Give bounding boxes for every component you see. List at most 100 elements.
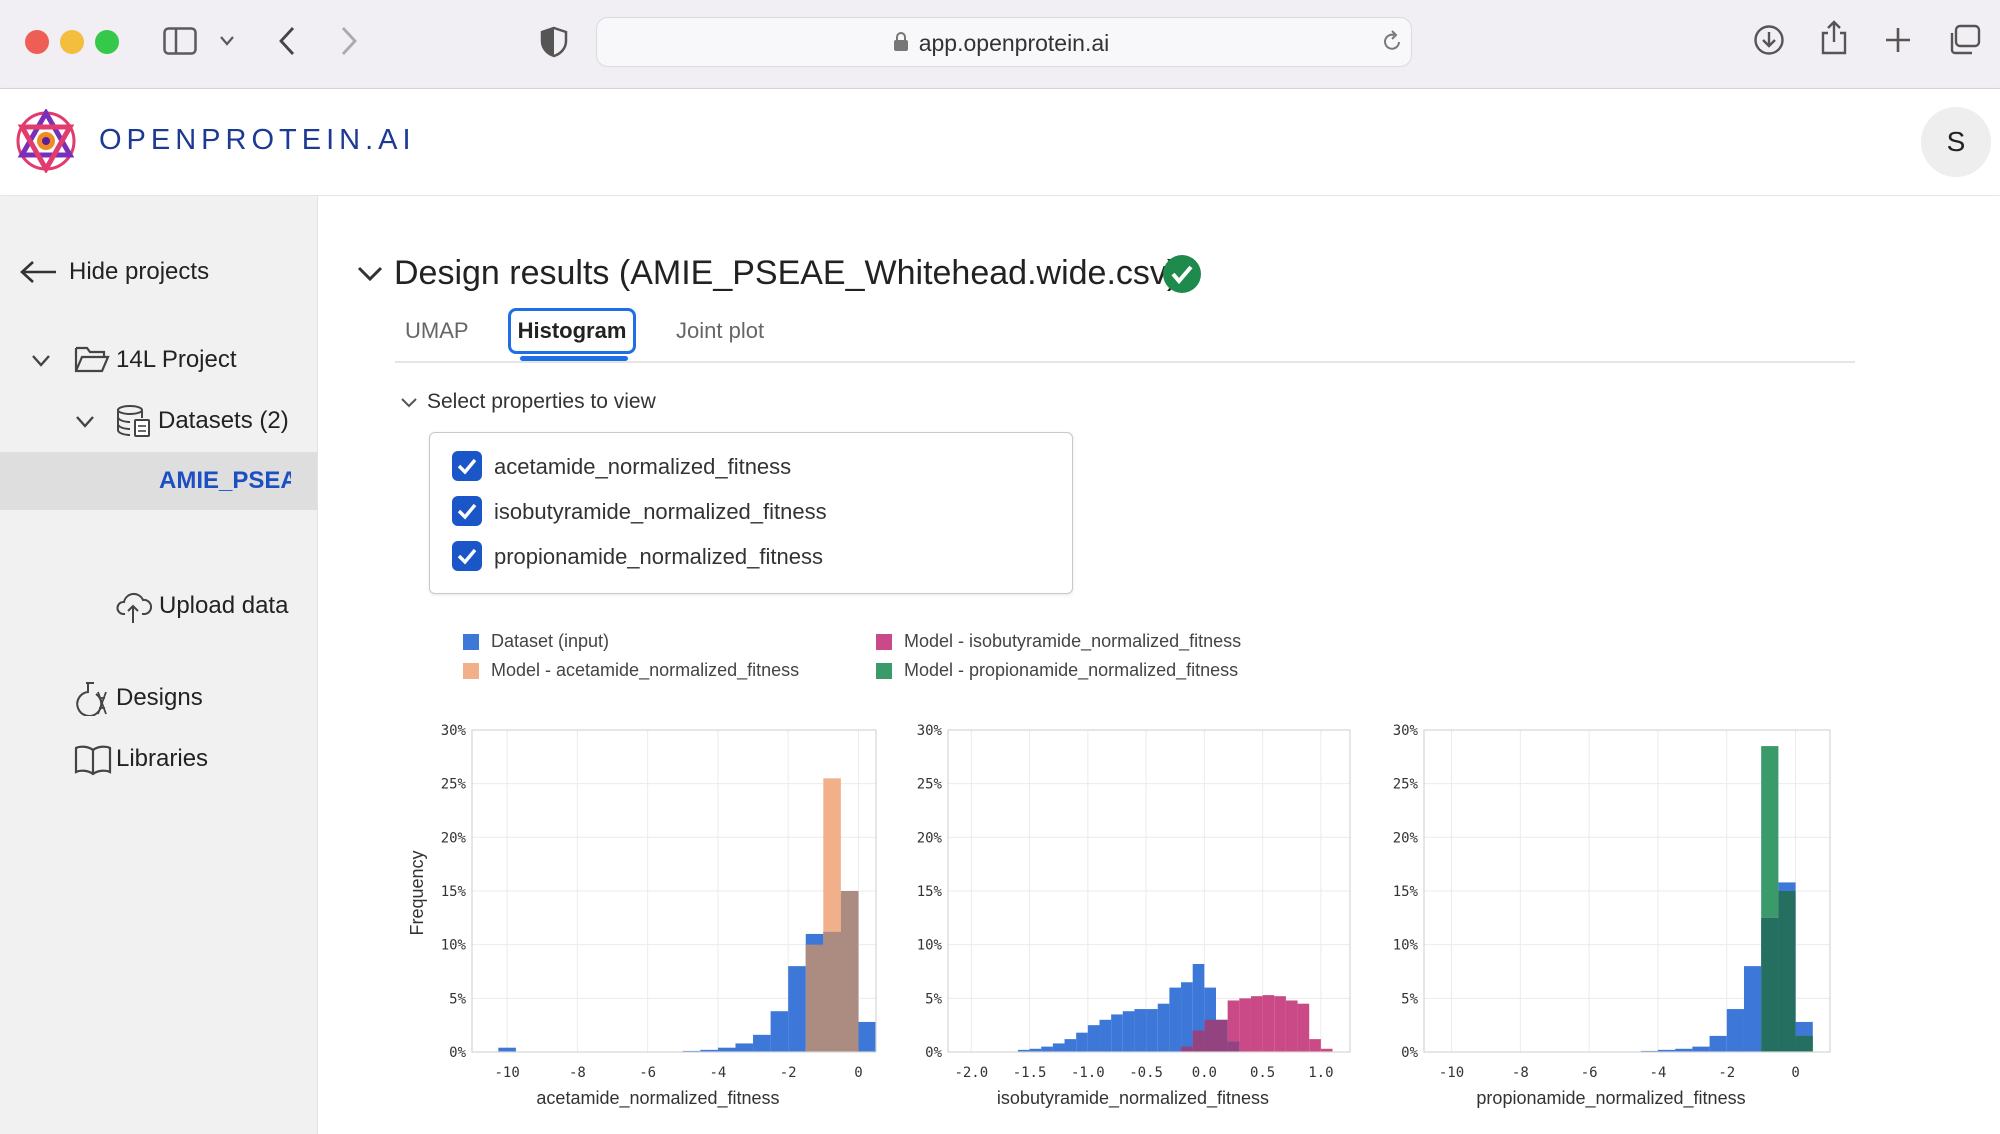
x-tick-label: -8 [569,1065,586,1081]
address-bar[interactable]: app.openprotein.ai [596,17,1412,67]
y-tick-label: 10% [441,938,467,954]
properties-toggle[interactable]: Select properties to view [427,390,656,413]
model-bar [1297,1003,1310,1052]
dataset-bar [770,1011,789,1052]
dataset-bar [1111,1014,1123,1052]
reload-icon[interactable] [1381,30,1403,54]
legend-swatch [876,634,892,650]
model-overlap-bar [1761,917,1779,1052]
openprotein-logo-icon[interactable] [14,109,78,173]
y-tick-label: 25% [917,777,943,793]
dataset-item-selected[interactable]: AMIE_PSEAE [0,452,317,510]
model-bar [1309,1039,1321,1052]
minimize-window-button[interactable] [60,30,84,54]
privacy-shield-icon[interactable] [540,26,568,58]
x-tick-label: -10 [494,1065,519,1081]
y-tick-label: 25% [1393,777,1419,793]
dataset-bar [753,1034,771,1052]
model-bar [1227,1000,1240,1042]
property-label: propionamide_normalized_fitness [494,544,823,569]
dataset-bar [1657,1049,1676,1052]
avatar[interactable]: S [1921,107,1991,177]
active-tab-indicator [520,356,628,361]
chevron-down-icon[interactable] [31,354,51,368]
dataset-bar [1709,1035,1727,1052]
arrow-left-icon[interactable] [20,260,58,284]
chevron-down-icon[interactable] [75,415,95,429]
project-item[interactable]: 14L Project [116,346,237,373]
y-tick-label: 5% [449,991,466,1007]
model-bar [823,778,841,932]
x-axis-label: acetamide_normalized_fitness [536,1088,779,1109]
dataset-bar [1157,1003,1170,1052]
close-window-button[interactable] [25,30,49,54]
x-axis-label: isobutyramide_normalized_fitness [997,1088,1269,1109]
model-overlap-bar [1181,1046,1193,1052]
hide-projects-button[interactable]: Hide projects [69,258,210,285]
libraries-item[interactable]: Libraries [116,745,209,772]
x-tick-label: -1.5 [1013,1065,1047,1081]
tab-divider [395,361,1855,363]
tab-joint-plot[interactable]: Joint plot [676,318,765,343]
properties-panel: acetamide_normalized_fitness isobutyrami… [429,432,1073,594]
dataset-bar [858,1021,876,1052]
browser-toolbar: app.openprotein.ai [0,0,2000,89]
datasets-item[interactable]: Datasets (2) [158,407,289,434]
y-tick-label: 25% [441,777,467,793]
project-sidebar: Hide projects 14L Project Datasets (2) A… [0,196,318,1134]
sidebar-toggle-icon[interactable] [163,27,197,55]
plot-frame [471,729,877,1053]
tab-umap[interactable]: UMAP [405,318,469,343]
model-overlap-bar [1778,891,1796,1052]
dataset-bar [700,1049,718,1052]
forward-arrow-icon[interactable] [340,26,358,56]
dataset-bar [735,1043,754,1052]
x-tick-label: -10 [1439,1065,1464,1081]
new-tab-icon[interactable] [1884,26,1912,54]
y-tick-label: 0% [449,1045,466,1061]
model-overlap-bar [1204,1019,1216,1052]
legend-swatch [876,663,892,679]
x-tick-label: -4 [709,1065,726,1081]
property-label: isobutyramide_normalized_fitness [494,499,827,524]
legend-label: Model - acetamide_normalized_fitness [491,660,800,680]
checkmark-icon [457,503,477,520]
checkbox[interactable] [452,541,482,571]
model-bar [1262,995,1275,1052]
designs-item[interactable]: Designs [116,684,203,711]
model-overlap-bar [1216,1019,1228,1052]
x-tick-label: 0 [854,1065,862,1081]
tab-histogram[interactable]: Histogram [508,308,636,354]
lock-icon [894,32,908,51]
y-tick-label: 15% [917,884,943,900]
download-icon[interactable] [1753,24,1785,56]
brand-name[interactable]: OPENPROTEIN.AI [99,124,416,156]
checkbox[interactable] [452,451,482,481]
y-tick-label: 20% [917,830,943,846]
chevron-down-icon[interactable] [219,35,235,47]
x-axis-label: propionamide_normalized_fitness [1476,1088,1745,1109]
legend-swatch [463,663,479,679]
back-arrow-icon[interactable] [278,26,296,56]
x-tick-label: 1.0 [1308,1065,1333,1081]
checkmark-icon [457,458,477,475]
checkmark-icon [457,548,477,565]
chevron-down-icon[interactable] [400,396,418,410]
y-axis-label: Frequency [407,850,427,935]
dataset-bar [1017,1049,1030,1052]
tab-overview-icon[interactable] [1948,24,1982,56]
chevron-down-icon[interactable] [357,265,383,283]
model-bar [1274,996,1286,1052]
dataset-bar [1743,966,1762,1052]
folder-open-icon [74,346,110,373]
upload-data-button[interactable]: Upload data [159,592,289,619]
checkbox[interactable] [452,496,482,526]
plot-frame [1423,729,1831,1053]
legend-label: Model - propionamide_normalized_fitness [904,660,1239,680]
dataset-bar [1122,1011,1135,1052]
dataset-bar [1029,1048,1042,1052]
share-icon[interactable] [1820,20,1848,56]
zoom-window-button[interactable] [95,30,119,54]
plot-frame [947,729,1351,1053]
